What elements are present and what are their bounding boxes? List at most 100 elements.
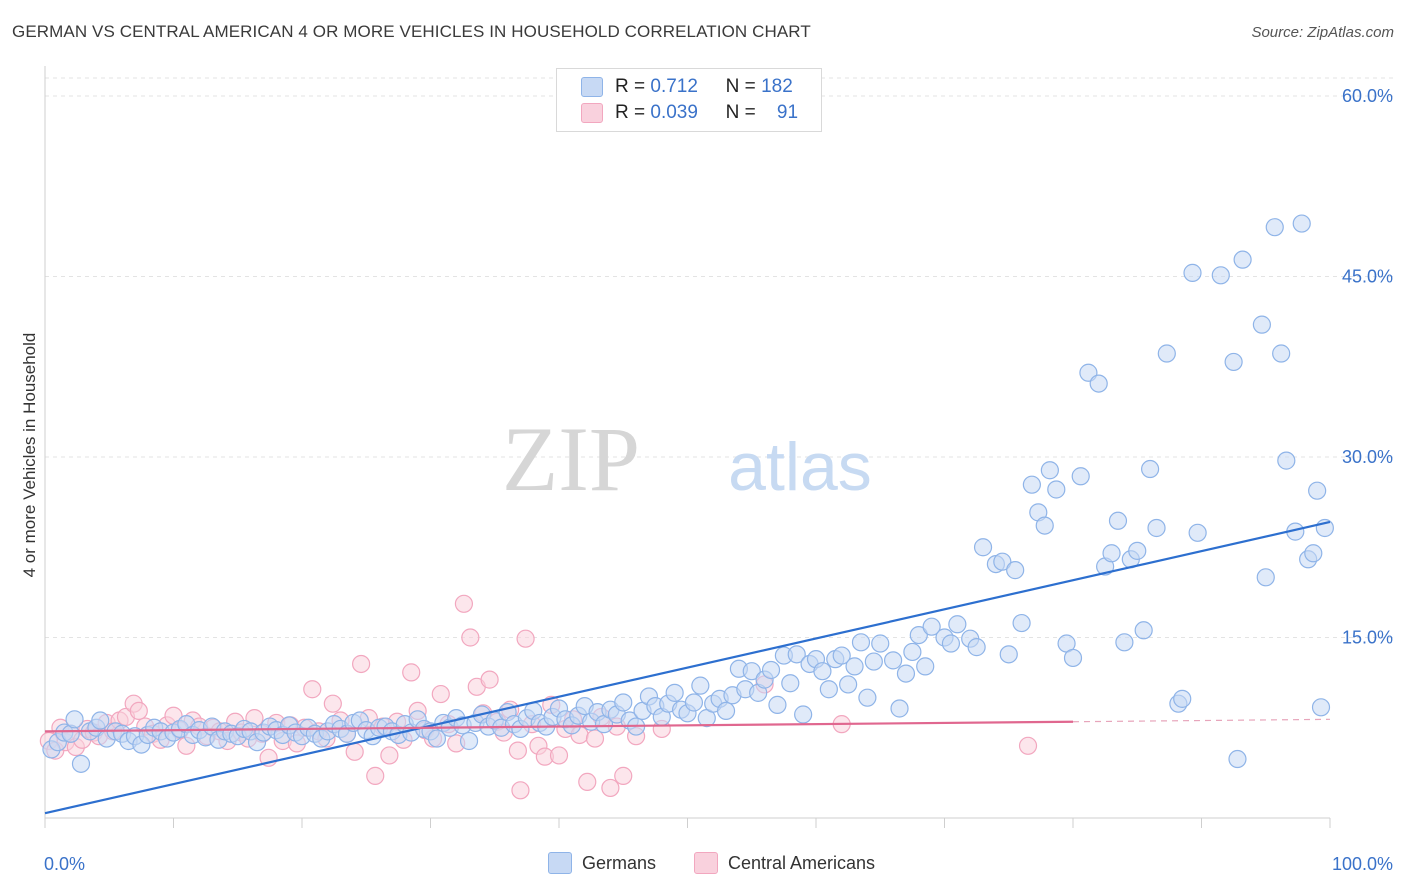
german-point: [1308, 481, 1327, 500]
y-tick-label: 45.0%: [1342, 267, 1393, 287]
legend-swatch-central: [581, 103, 603, 123]
legend-n-value: 182: [761, 76, 793, 97]
german-point: [1265, 218, 1284, 237]
x-tick-label: 0.0%: [44, 854, 85, 874]
central-american-point: [129, 701, 148, 721]
german-point: [1173, 689, 1192, 708]
y-tick-label: 30.0%: [1342, 447, 1393, 467]
german-point: [427, 729, 447, 748]
legend-swatch-germans: [581, 77, 603, 97]
legend-r-label: R =: [615, 102, 646, 123]
trend-lines: [44, 520, 1331, 815]
y-tick-label: 60.0%: [1342, 86, 1393, 106]
german-point: [1140, 459, 1160, 479]
watermark-atlas: atlas: [728, 429, 872, 505]
german-point: [1063, 648, 1083, 668]
central-american-point: [352, 654, 371, 674]
central-american-point: [454, 594, 474, 613]
german-point: [967, 638, 986, 657]
german-point: [768, 695, 787, 714]
central-american-point: [578, 772, 597, 792]
central-american-point: [431, 684, 450, 704]
german-point: [1228, 749, 1247, 769]
legend-row-central: R = 0.039 N = 91: [581, 101, 798, 125]
central-swatch: [694, 852, 718, 874]
german-point: [1292, 214, 1311, 233]
german-point: [794, 705, 813, 724]
german-point: [1304, 544, 1323, 563]
german-point: [1071, 467, 1090, 486]
german-point: [1134, 621, 1153, 640]
german-point: [1040, 461, 1059, 480]
central-american-point: [585, 729, 605, 748]
central-american-point: [461, 628, 480, 647]
watermark: ZIP atlas: [502, 408, 872, 510]
german-point: [71, 754, 91, 773]
central-american-point: [511, 781, 530, 800]
german-point: [941, 634, 961, 653]
german-point: [614, 693, 633, 712]
german-point: [903, 642, 922, 662]
german-point: [787, 645, 806, 664]
german-point: [871, 634, 890, 653]
german-point: [742, 662, 761, 681]
axes: [44, 66, 1331, 828]
german-point: [948, 615, 967, 634]
german-point: [864, 652, 883, 671]
german-point: [1035, 516, 1054, 535]
central-label: Central Americans: [728, 852, 876, 873]
legend-n-value: 91: [776, 102, 799, 123]
german-point: [839, 675, 858, 694]
central-american-point: [380, 746, 399, 765]
central-trend-extension: [1072, 718, 1331, 723]
legend-r-label: R =: [615, 76, 646, 97]
german-point: [1211, 266, 1230, 285]
y-tick-label: 15.0%: [1342, 628, 1393, 648]
german-point: [832, 646, 851, 665]
german-point: [1256, 568, 1275, 587]
german-trend-line: [44, 520, 1331, 815]
german-point: [845, 657, 864, 676]
german-point: [1272, 344, 1291, 363]
german-points: [42, 214, 1334, 773]
bottom-legend-central: Central Americans: [694, 852, 875, 874]
german-point: [813, 662, 832, 681]
chart-title: GERMAN VS CENTRAL AMERICAN 4 OR MORE VEH…: [12, 22, 811, 41]
central-trend-line: [44, 720, 1074, 733]
german-point: [1089, 374, 1108, 393]
german-point: [922, 617, 941, 636]
germans-swatch: [548, 852, 572, 874]
central-american-point: [303, 680, 322, 699]
german-point: [1188, 523, 1207, 542]
german-point: [896, 664, 916, 683]
german-point: [1047, 480, 1066, 499]
legend-n-label: N =: [725, 76, 756, 97]
source-note: Source: ZipAtlas.com: [1251, 24, 1394, 41]
central-american-point: [508, 741, 527, 760]
german-point: [1128, 541, 1147, 560]
x-tick-label: 100.0%: [1332, 854, 1393, 874]
central-american-point: [323, 694, 342, 713]
german-point: [65, 710, 84, 729]
y-axis-title: 4 or more Vehicles in Household: [20, 332, 39, 578]
central-american-point: [601, 778, 620, 798]
german-point: [858, 688, 877, 707]
central-american-points: [39, 594, 1038, 800]
bottom-legend-germans: Germans: [548, 852, 656, 874]
central-american-point: [345, 742, 364, 761]
german-point: [819, 680, 838, 699]
german-point: [1224, 352, 1243, 372]
german-point: [1277, 451, 1296, 470]
german-point: [1115, 633, 1134, 652]
central-american-point: [614, 766, 633, 785]
german-point: [1157, 344, 1176, 363]
german-point: [916, 657, 935, 676]
german-point: [1311, 698, 1331, 717]
german-point: [973, 538, 993, 557]
legend-r-value: 0.039: [650, 102, 698, 123]
correlation-legend: R = 0.712 N = 182 R = 0.039 N = 91: [556, 68, 822, 132]
tick-labels: 15.0% 30.0% 45.0% 60.0% 0.0% 100.0%: [44, 86, 1393, 874]
german-point: [684, 693, 704, 712]
german-point: [1006, 561, 1025, 580]
